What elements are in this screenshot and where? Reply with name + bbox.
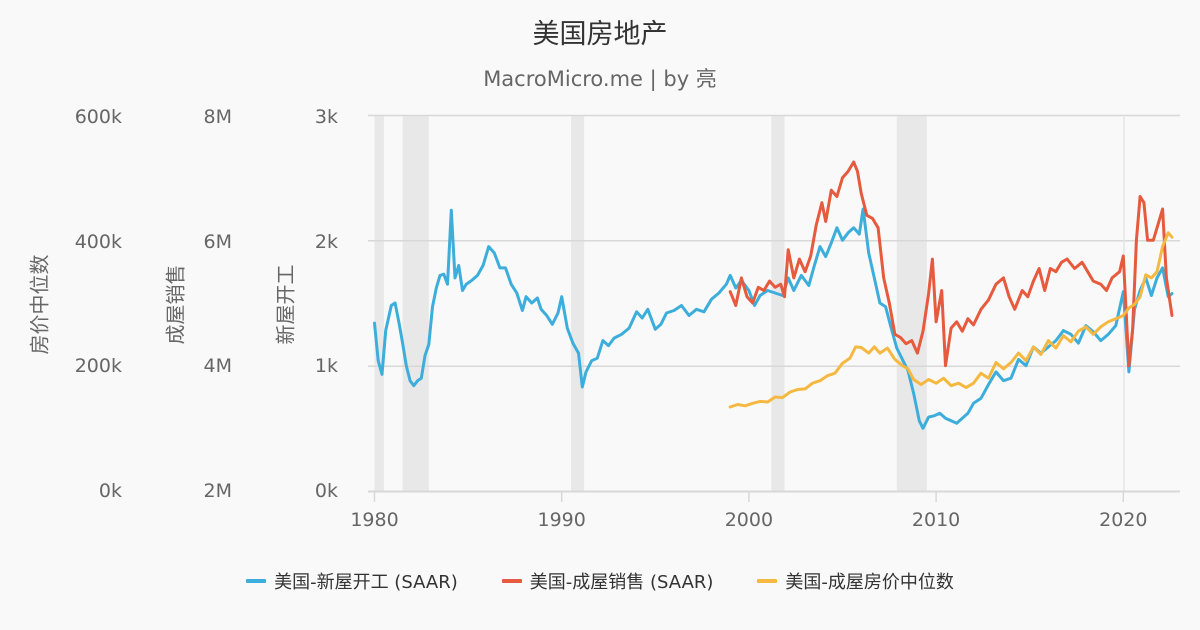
- starts-axis-tick: 2k: [314, 231, 338, 253]
- x-axis-tick: 1990: [537, 509, 586, 531]
- sales-axis-tick: 2M: [203, 480, 232, 502]
- starts-axis-tick: 3k: [314, 106, 338, 128]
- x-axis-tick: 2010: [911, 509, 961, 531]
- legend: 美国-新屋开工 (SAAR) 美国-成屋销售 (SAAR) 美国-成屋房价中位数: [0, 568, 1200, 594]
- existing-home-sales-line[interactable]: [728, 160, 1174, 368]
- legend-item-existing-home-sales[interactable]: 美国-成屋销售 (SAAR): [501, 568, 714, 594]
- housing-starts-line[interactable]: [373, 207, 1174, 430]
- price-axis-tick: 0k: [98, 480, 122, 502]
- legend-item-housing-starts[interactable]: 美国-新屋开工 (SAAR): [246, 568, 458, 594]
- x-axis: [373, 491, 1125, 502]
- legend-swatch-icon: [757, 579, 778, 583]
- chart-subtitle: MacroMicro.me | by 亮: [483, 67, 717, 91]
- legend-swatch-icon: [246, 579, 267, 583]
- recession-bands: [374, 115, 927, 491]
- chart-title: 美国房地产: [532, 19, 668, 50]
- x-axis-tick: 2020: [1099, 509, 1148, 531]
- legend-label: 美国-成屋销售 (SAAR): [529, 572, 714, 593]
- legend-swatch-icon: [501, 579, 522, 583]
- legend-label: 美国-新屋开工 (SAAR): [274, 572, 458, 593]
- price-axis-tick: 600k: [74, 106, 122, 128]
- starts-axis-tick: 1k: [314, 355, 338, 377]
- x-axis-tick: 2000: [724, 509, 774, 531]
- x-axis-tick: 1980: [350, 509, 399, 531]
- sales-axis-tick: 8M: [203, 106, 232, 128]
- recession-band: [374, 115, 384, 491]
- starts-axis-tick: 0k: [314, 480, 338, 502]
- sales-axis-tick: 6M: [203, 231, 232, 253]
- sales-axis-tick: 4M: [203, 355, 232, 377]
- recession-band: [896, 115, 927, 491]
- recession-band: [402, 115, 429, 491]
- median-home-price-line[interactable]: [728, 231, 1174, 409]
- recession-band: [771, 115, 785, 491]
- data-series: [373, 160, 1174, 430]
- legend-label: 美国-成屋房价中位数: [785, 572, 954, 593]
- price-axis-tick: 200k: [74, 355, 122, 377]
- legend-item-median-home-price[interactable]: 美国-成屋房价中位数: [757, 568, 954, 594]
- price-axis-tick: 400k: [74, 231, 122, 253]
- recession-band: [571, 115, 585, 491]
